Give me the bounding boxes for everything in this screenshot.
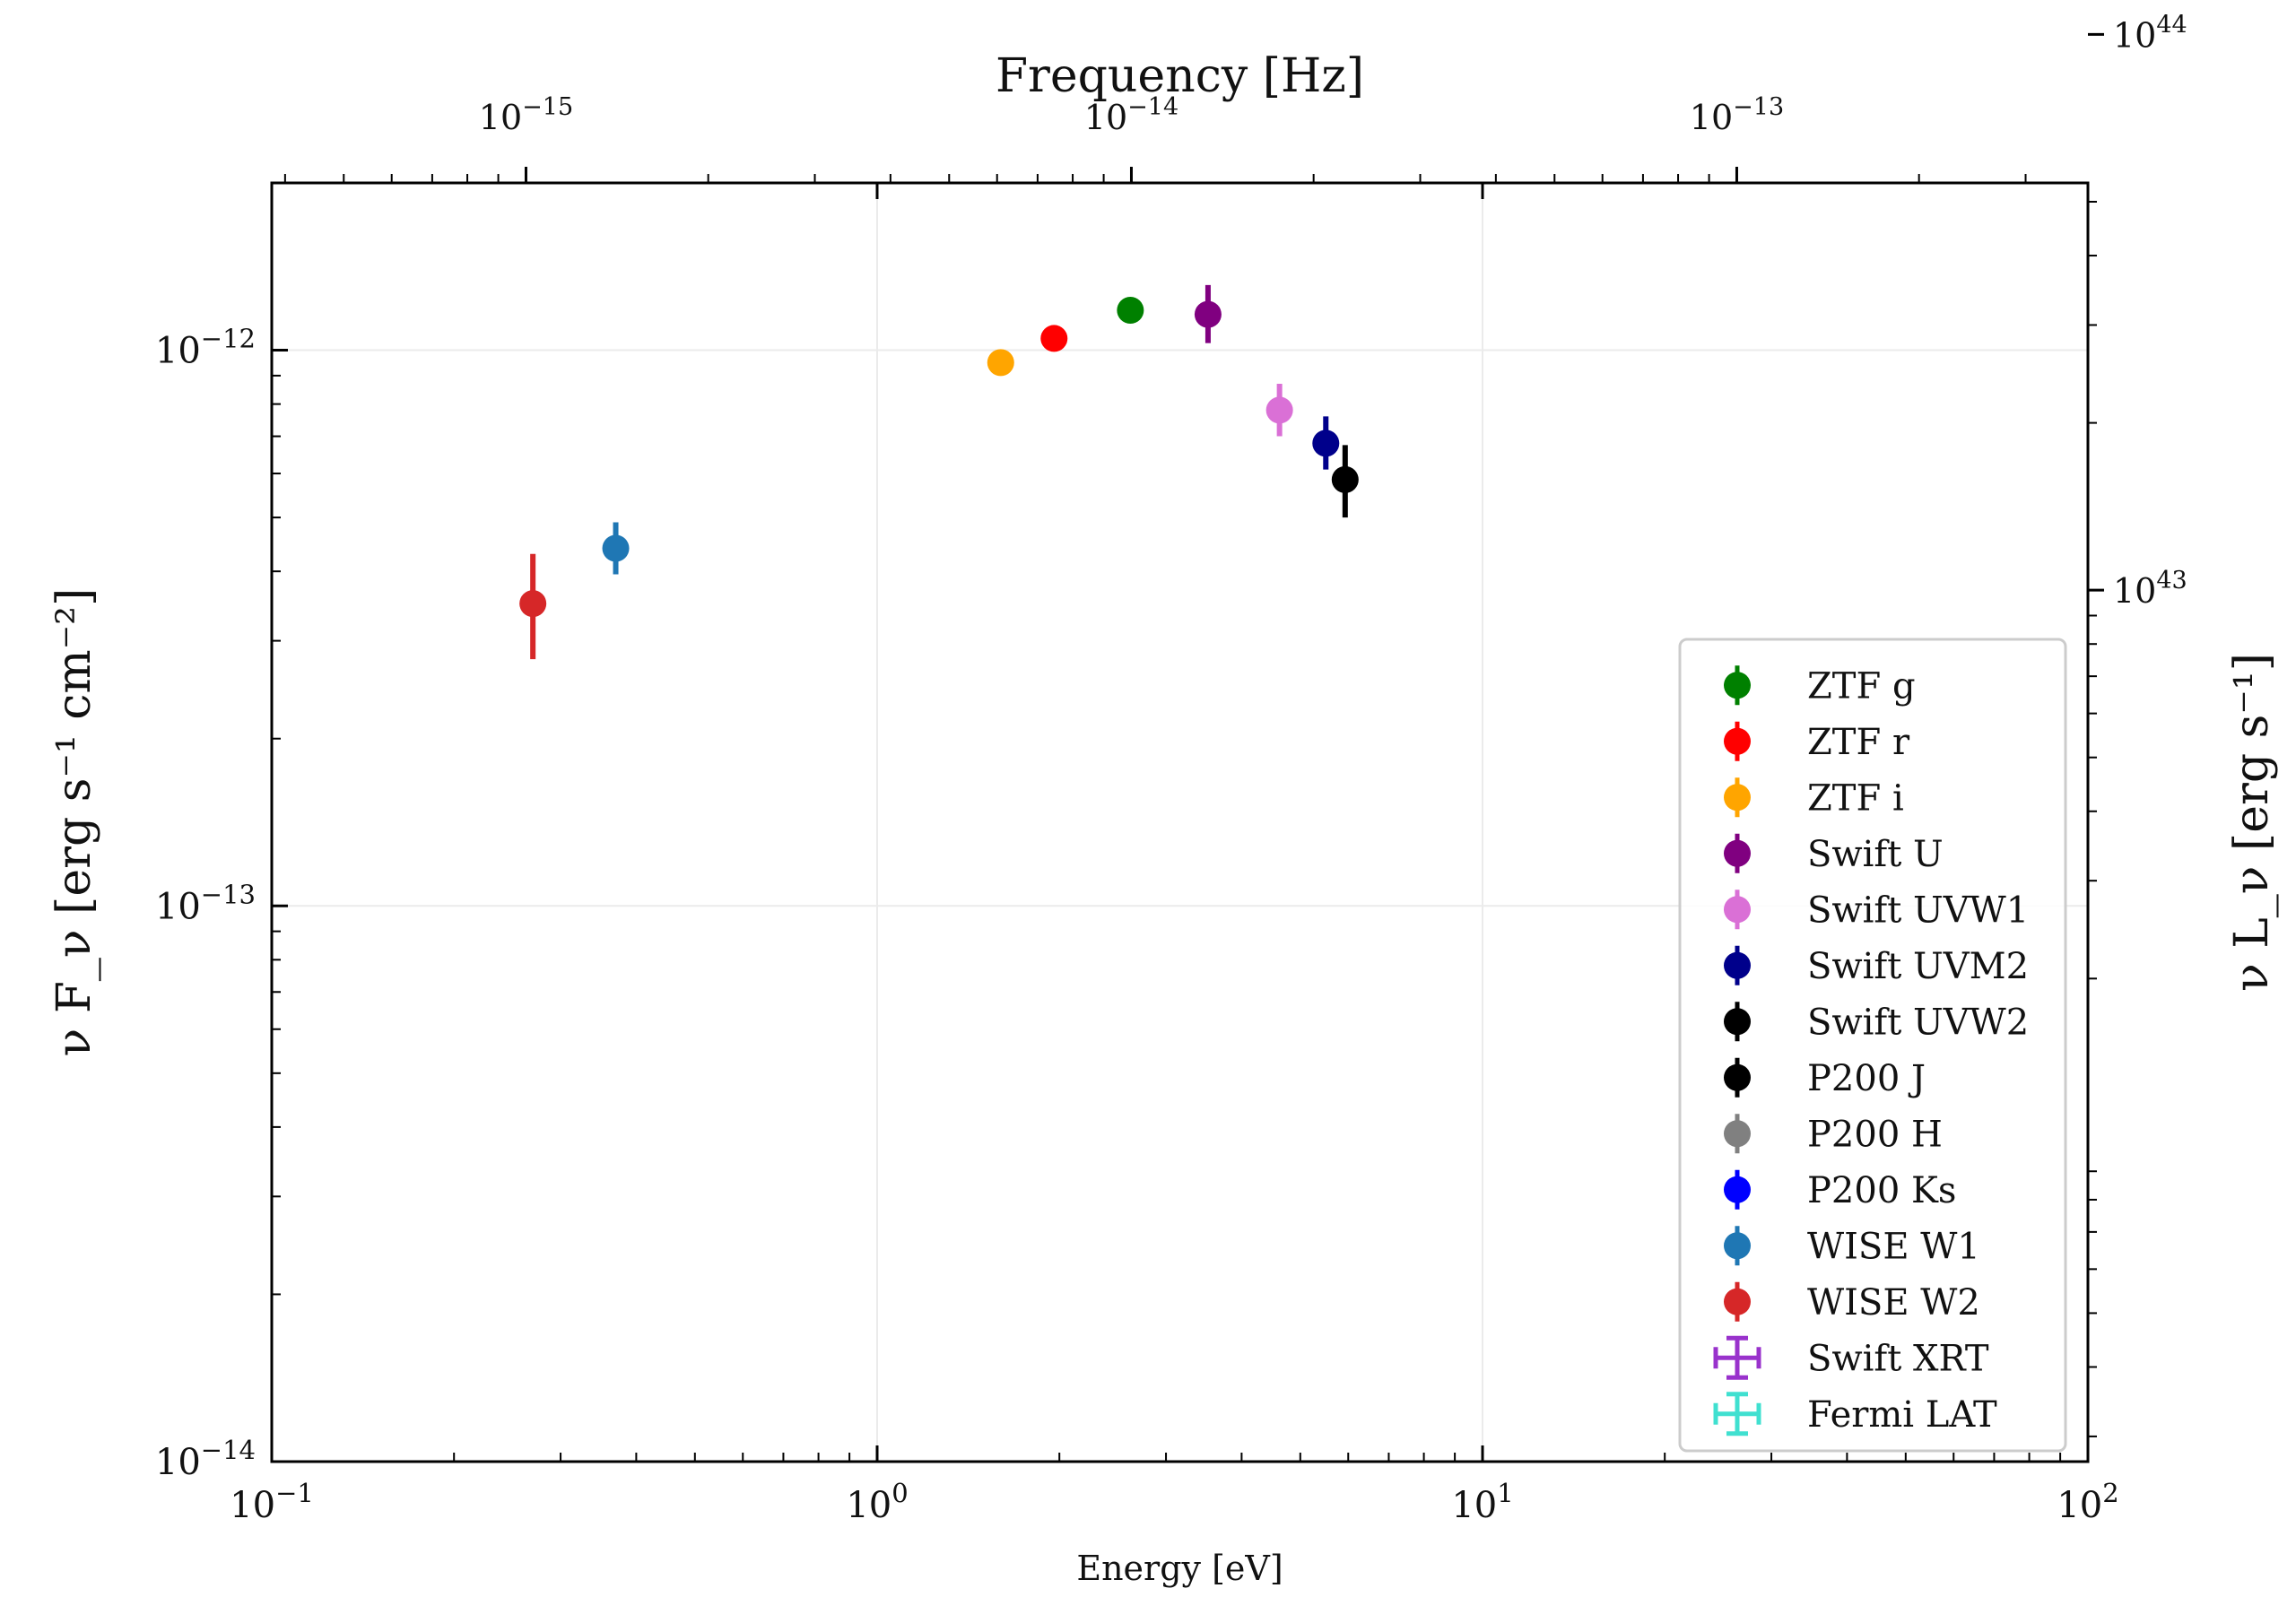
top-tick-label: 10−15: [479, 93, 573, 137]
legend-entry: WISE W2: [1724, 1281, 1980, 1324]
x-tick-label: 101: [1451, 1478, 1513, 1526]
legend-entry: WISE W1: [1724, 1226, 1980, 1267]
legend-entry: P200 J: [1724, 1057, 1926, 1099]
marker: [1117, 297, 1144, 325]
top-tick-label: 10−14: [1084, 93, 1178, 137]
x-tick-label: 10−1: [230, 1478, 314, 1526]
y-tick-label: 10−14: [155, 1435, 256, 1483]
legend-marker: [1724, 672, 1751, 699]
legend-marker: [1724, 1232, 1751, 1260]
data-point-wise-w1: [602, 522, 630, 575]
right-axis-title: ν L_ν [erg s⁻¹]: [2225, 653, 2279, 992]
legend-label: Fermi LAT: [1807, 1394, 1997, 1436]
marker: [1312, 430, 1340, 457]
y-tick-label: 10−12: [155, 324, 256, 372]
legend-entry: Fermi LAT: [1713, 1392, 1997, 1436]
legend-label: Swift UVM2: [1807, 946, 2029, 987]
legend-label: P200 Ks: [1807, 1170, 1956, 1211]
legend-marker: [1724, 839, 1751, 867]
data-point-swift-uvw1: [1265, 384, 1293, 437]
legend-marker: [1724, 784, 1751, 812]
x-tick-label: 100: [846, 1478, 908, 1526]
legend-marker: [1724, 951, 1751, 979]
marker: [1265, 396, 1293, 424]
legend-label: ZTF g: [1807, 665, 1916, 707]
legend-marker: [1724, 727, 1751, 755]
legend-entry: ZTF i: [1724, 777, 1904, 819]
data-point-swift-uvm2: [1312, 416, 1340, 470]
axis-ticks: 10−1 100 101 102 10−15 10−14 10−13 10−14 10−13 10…: [155, 11, 2187, 1526]
legend-marker: [1724, 1063, 1751, 1091]
legend-entry: Swift UVM2: [1724, 945, 2029, 987]
right-tick-label: 1044: [2113, 11, 2187, 55]
legend-entry: ZTF r: [1724, 721, 1910, 763]
legend-marker: [1724, 1120, 1751, 1148]
legend-entry: Swift UVW1: [1724, 890, 2029, 931]
marker: [987, 349, 1014, 377]
legend-marker: [1724, 896, 1751, 924]
legend-box: [1678, 638, 2067, 1453]
data-point-ztf-g: [1117, 297, 1144, 325]
legend-label: WISE W1: [1807, 1226, 1980, 1267]
data-point-ztf-i: [987, 349, 1014, 377]
legend-label: P200 H: [1807, 1114, 1943, 1155]
data-point-swift-u: [1194, 284, 1222, 343]
y-axis-title: ν F_ν [erg s⁻¹ cm⁻²]: [48, 588, 101, 1057]
legend-entry: ZTF g: [1724, 665, 1916, 707]
top-tick-label: 10−13: [1690, 93, 1784, 137]
legend-entry: Swift XRT: [1713, 1335, 1989, 1380]
legend-label: ZTF i: [1807, 777, 1904, 819]
legend-entry: P200 Ks: [1724, 1169, 1956, 1211]
legend-label: Swift UVW2: [1807, 1002, 2029, 1043]
grid: [272, 183, 2088, 1462]
marker: [1194, 300, 1222, 328]
data-point-ztf-r: [1040, 325, 1068, 352]
legend-label: WISE W2: [1807, 1282, 1980, 1324]
legend-label: ZTF r: [1807, 722, 1910, 763]
marker: [1040, 325, 1068, 352]
legend-entry: Swift U: [1724, 833, 1944, 875]
y-tick-label: 10−13: [155, 879, 256, 927]
marker: [1331, 465, 1359, 493]
marker: [602, 534, 630, 562]
legend-marker: [1724, 1176, 1751, 1203]
legend-label: P200 J: [1807, 1058, 1926, 1099]
data-points: [519, 284, 1359, 660]
data-point-wise-w2: [519, 553, 547, 660]
x-tick-label: 102: [2057, 1478, 2118, 1526]
right-tick-label: 1043: [2113, 567, 2187, 611]
legend-marker: [1724, 1288, 1751, 1315]
legend-label: Swift XRT: [1807, 1338, 1989, 1379]
data-point-swift-uvw2: [1331, 445, 1359, 518]
legend-label: Swift U: [1807, 834, 1944, 875]
plot-frame: [270, 181, 2090, 1463]
legend-entry: P200 H: [1724, 1114, 1943, 1155]
legend-entry: Swift UVW2: [1724, 1002, 2029, 1043]
x-axis-title: Energy [eV]: [1076, 1549, 1283, 1588]
marker: [519, 590, 547, 618]
legend: ZTF g ZTF r ZTF i Swift U Swift UVW1 Swift UV…: [1678, 638, 2067, 1453]
top-axis-title: Frequency [Hz]: [996, 49, 1364, 103]
legend-label: Swift UVW1: [1807, 890, 2029, 931]
legend-marker: [1724, 1008, 1751, 1036]
